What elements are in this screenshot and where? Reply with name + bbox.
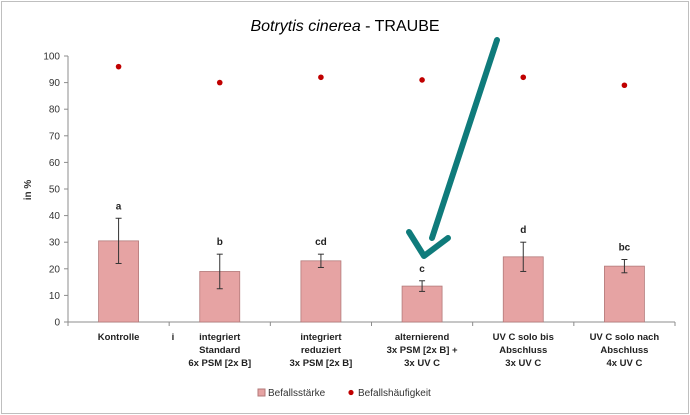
significance-label: c xyxy=(419,264,425,275)
chart-title: Botrytis cinerea - TRAUBE xyxy=(250,18,439,35)
axes xyxy=(67,56,675,323)
legend: Befallsstärke Befallshäufigkeit xyxy=(257,388,431,399)
category-label-line: integriert xyxy=(199,332,241,343)
annotation-arrow xyxy=(406,37,500,259)
y-tick-label: 50 xyxy=(49,185,61,196)
y-tick-label: 90 xyxy=(49,78,61,89)
category-labels: Kontrolle integriert Standard 6x PSM [2x B]… xyxy=(98,332,660,369)
significance-label: cd xyxy=(315,237,327,248)
point xyxy=(621,82,628,89)
category-label-line: Standard xyxy=(199,345,240,356)
significance-label: d xyxy=(520,225,526,236)
category-label: integriert reduziert 3x PSM [2x B] xyxy=(290,332,353,369)
points xyxy=(115,63,628,89)
category-label: Kontrolle xyxy=(98,332,140,343)
category-label-line: 3x UV C xyxy=(505,358,541,369)
category-label-line: reduziert xyxy=(301,345,342,356)
legend-swatch-befallsstaerke xyxy=(257,388,266,397)
y-tick-label: 60 xyxy=(49,158,61,169)
arrow-shaft xyxy=(429,37,500,241)
category-label: alternierend 3x PSM [2x B] + 3x UV C xyxy=(387,332,458,369)
category-label: integriert Standard 6x PSM [2x B] xyxy=(188,332,251,369)
point xyxy=(216,79,223,86)
category-label-line: 4x UV C xyxy=(606,358,642,369)
point xyxy=(318,74,324,81)
y-tick-label: 10 xyxy=(49,291,61,302)
legend-swatch-befallshaeufigkeit xyxy=(348,389,354,396)
chart-title-rest: - TRAUBE xyxy=(361,18,440,35)
error-bars xyxy=(115,217,628,292)
y-tick-label: 40 xyxy=(49,211,61,222)
category-label: UV C solo bis Abschluss 3x UV C xyxy=(493,332,554,369)
y-tick-label: 80 xyxy=(49,105,61,116)
y-tick-label: 0 xyxy=(54,318,60,329)
category-label: UV C solo nach Abschluss 4x UV C xyxy=(590,332,660,369)
y-tick-label: 20 xyxy=(49,264,61,275)
legend-label-befallsstaerke: Befallsstärke xyxy=(268,388,326,399)
category-label-line: Abschluss xyxy=(600,345,648,356)
category-label-line: 3x UV C xyxy=(404,358,440,369)
bar xyxy=(401,285,443,323)
category-label-line: alternierend xyxy=(395,332,450,343)
significance-label: a xyxy=(116,201,122,212)
category-label-line: 6x PSM [2x B] xyxy=(188,358,251,369)
point xyxy=(520,74,527,81)
arrow-head xyxy=(406,229,451,259)
y-tick-label: 100 xyxy=(43,52,60,63)
chart-title-italic: Botrytis cinerea xyxy=(250,18,360,35)
bars xyxy=(98,240,645,323)
y-tick-label: 70 xyxy=(49,131,61,142)
bar xyxy=(604,265,645,323)
category-label-line: UV C solo bis xyxy=(493,332,554,343)
category-label-line: 3x PSM [2x B] xyxy=(290,358,353,369)
category-label-line: Abschluss xyxy=(499,345,547,356)
bar xyxy=(300,260,342,323)
category-label-line: Kontrolle xyxy=(98,332,140,343)
y-ticks: 0 10 20 30 40 50 60 70 80 90 100 xyxy=(43,52,676,329)
point xyxy=(115,63,122,70)
significance-label: bc xyxy=(619,242,631,253)
category-label-line: UV C solo nach xyxy=(590,332,660,343)
y-tick-label: 30 xyxy=(49,238,61,249)
category-label-line: integriert xyxy=(300,332,342,343)
point xyxy=(419,77,425,83)
legend-label-befallshaeufigkeit: Befallshäufigkeit xyxy=(358,388,431,399)
y-axis-label: in % xyxy=(23,180,34,201)
stray-mark: i xyxy=(172,332,175,343)
category-label-line: 3x PSM [2x B] + xyxy=(387,345,458,356)
significance-label: b xyxy=(217,237,223,248)
